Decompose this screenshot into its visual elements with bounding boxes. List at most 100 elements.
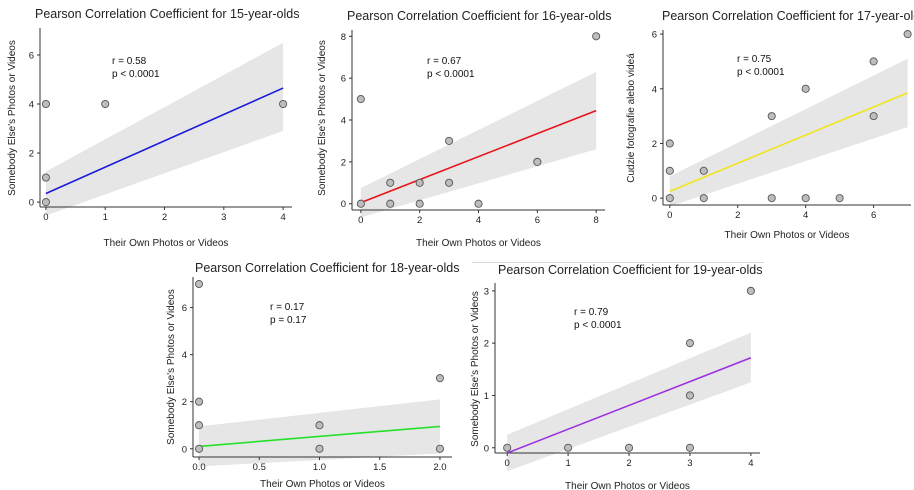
data-point [685,443,694,452]
x-tick-label: 0 [505,458,510,469]
data-point [315,421,324,430]
data-point [356,95,365,104]
x-tick-label: 4 [748,458,753,469]
x-tick-label: 8 [594,215,599,226]
data-point [194,444,204,453]
chart-18: Pearson Correlation Coefficient for 18-y… [160,255,460,490]
x-tick-label: 3 [221,212,226,223]
y-tick-label: 2 [29,149,34,160]
y-tick-label: 0 [652,194,657,205]
regression-line [360,109,597,204]
r-value-label: r = 0.75 [737,54,772,65]
y-tick-label: 4 [652,84,657,95]
x-tick-label: 0 [358,215,363,226]
chart-title: Pearson Correlation Coefficient for 18-y… [195,261,459,275]
x-tick-label: 6 [535,215,540,226]
x-axis-label: Their Own Photos or Videos [416,238,541,249]
y-tick-label: 0 [484,443,489,454]
x-tick-label: 2 [162,212,167,223]
x-tick-label: 2 [417,215,422,226]
y-tick-label: 2 [652,139,657,150]
x-tick-label: 2.0 [433,462,446,473]
data-point [835,194,844,203]
data-point [699,194,708,203]
data-point [801,194,810,203]
x-tick-label: 3 [687,458,692,469]
data-point [194,421,204,430]
x-axis-label: Their Own Photos or Videos [104,238,229,249]
regression-line [669,92,908,193]
y-tick-label: 4 [182,350,187,361]
chart-16: Pearson Correlation Coefficient for 16-y… [305,0,613,250]
y-tick-label: 0 [341,199,346,210]
y-axis-label: Cudzie fotografie alebo videá [626,53,637,183]
p-value-label: p < 0.0001 [112,69,160,80]
y-axis-label: Somebody Else's Photos or Videos [166,289,177,445]
y-tick-label: 6 [341,74,346,85]
data-point [386,199,395,208]
chart-18-svg: Pearson Correlation Coefficient for 18-y… [166,261,459,490]
data-point [533,157,542,166]
data-point [767,112,776,121]
data-point [624,443,634,452]
chart-19-svg: Pearson Correlation Coefficient for 19-y… [470,263,762,490]
chart-15: Pearson Correlation Coefficient for 15-y… [0,0,300,250]
chart-title: Pearson Correlation Coefficient for 17-y… [662,9,914,23]
data-point [746,286,755,295]
y-axis-label: Somebody Else's Photos or Videos [317,40,328,196]
data-point [665,194,674,203]
data-point [685,391,694,400]
x-tick-label: 2 [626,458,631,469]
confidence-band [507,332,751,472]
x-tick-label: 4 [476,215,481,226]
regression-line [45,87,284,195]
data-point [194,280,204,289]
data-point [435,374,445,383]
data-point [685,339,694,348]
y-tick-label: 4 [29,100,34,111]
data-point [315,444,324,453]
data-point [564,443,573,452]
data-point [445,136,454,145]
data-point [474,199,483,208]
x-tick-label: 1 [565,458,570,469]
regression-line [198,425,441,448]
p-value-label: p < 0.0001 [574,320,622,331]
x-axis-label: Their Own Photos or Videos [260,479,385,490]
confidence-band [360,71,597,218]
y-tick-label: 4 [341,116,346,127]
data-point [592,32,601,41]
chart-title: Pearson Correlation Coefficient for 16-y… [347,9,611,23]
r-value-label: r = 0.79 [574,307,609,318]
y-tick-label: 6 [29,50,34,61]
regression-line [506,357,752,454]
chart-title: Pearson Correlation Coefficient for 19-y… [498,263,762,277]
chart-16-svg: Pearson Correlation Coefficient for 16-y… [317,9,611,249]
p-value-label: p < 0.0001 [737,67,785,78]
data-point [869,112,878,121]
confidence-band [45,42,284,216]
x-tick-label: 2 [735,210,740,221]
x-tick-label: 0 [43,212,48,223]
data-point [665,166,674,175]
r-value-label: r = 0.67 [427,56,462,67]
data-point [41,198,50,207]
y-axis-label: Somebody Else's Photos or Videos [7,40,18,196]
chart-title: Pearson Correlation Coefficient for 15-y… [35,7,299,21]
y-tick-label: 0 [182,444,187,455]
data-point [699,166,708,175]
x-axis-label: Their Own Photos or Videos [565,481,690,490]
y-tick-label: 6 [652,30,657,41]
x-tick-label: 1.5 [373,462,386,473]
chart-15-svg: Pearson Correlation Coefficient for 15-y… [7,7,299,249]
data-point [194,397,204,406]
chart-17: Pearson Correlation Coefficient for 17-y… [615,0,914,250]
y-tick-label: 1 [484,391,489,402]
data-point [503,443,512,452]
data-point [41,99,50,109]
chart-19: Pearson Correlation Coefficient for 19-y… [462,255,772,490]
p-value-label: p < 0.0001 [427,69,475,80]
data-point [415,178,424,187]
y-tick-label: 2 [182,397,187,408]
x-tick-label: 4 [803,210,808,221]
